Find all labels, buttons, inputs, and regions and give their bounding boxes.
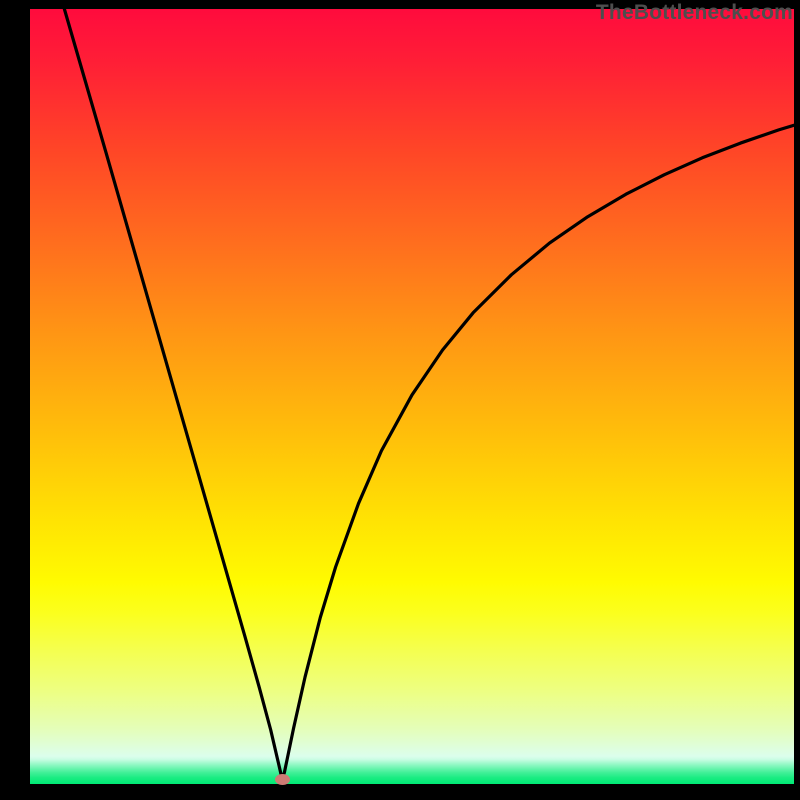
watermark-text: TheBottleneck.com (596, 1, 793, 25)
chart-container: TheBottleneck.com (0, 0, 800, 800)
chart-svg (30, 9, 794, 784)
minimum-marker (275, 774, 290, 785)
plot-area (30, 9, 794, 784)
